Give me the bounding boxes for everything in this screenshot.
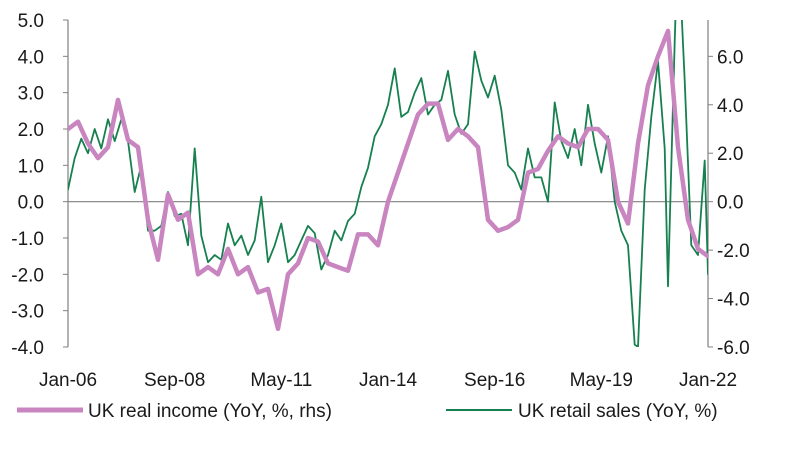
y-left-tick-label: 4.0 — [18, 47, 44, 68]
tick-labels: -4.0 -3.0 -2.0 -1.0 0.0 1.0 2.0 3.0 4.0 5.0 -6.0 -4… — [11, 11, 750, 391]
x-tick-label: Jan-22 — [679, 370, 737, 391]
series-line-real-income — [68, 28, 708, 332]
x-tick-label: Jan-06 — [39, 370, 97, 391]
y-left-tick-label: 0.0 — [18, 193, 44, 214]
y-left-tick-label: -2.0 — [11, 265, 44, 286]
y-right-tick-label: -2.0 — [717, 241, 750, 262]
y-left-tick-label: 2.0 — [18, 120, 44, 141]
y-left-tick-label: -1.0 — [11, 229, 44, 250]
y-left-tick-label: 5.0 — [18, 11, 44, 32]
series-lines — [68, 20, 708, 347]
x-tick-label: Sep-16 — [464, 370, 525, 391]
y-right-tick-label: 4.0 — [717, 96, 743, 117]
y-left-tick-label: 1.0 — [18, 156, 44, 177]
legend: UK real income (YoY, %, rhs) UK retail s… — [17, 401, 718, 422]
y-left-tick-label: 3.0 — [18, 84, 44, 105]
x-tick-label: May-11 — [250, 370, 312, 391]
y-left-tick-label: -3.0 — [11, 302, 44, 323]
y-right-tick-label: -6.0 — [717, 338, 750, 359]
y-right-tick-label: 6.0 — [717, 47, 743, 68]
x-tick-label: Sep-08 — [144, 370, 205, 391]
legend-label-retail-sales: UK retail sales (YoY, %) — [518, 401, 718, 422]
y-right-tick-label: 0.0 — [717, 193, 743, 214]
x-tick-label: Jan-14 — [359, 370, 418, 391]
y-right-tick-label: -4.0 — [717, 290, 750, 311]
legend-label-real-income: UK real income (YoY, %, rhs) — [88, 401, 332, 422]
y-right-tick-label: 2.0 — [717, 144, 743, 165]
y-left-tick-label: -4.0 — [11, 338, 44, 359]
x-tick-label: May-19 — [570, 370, 633, 391]
